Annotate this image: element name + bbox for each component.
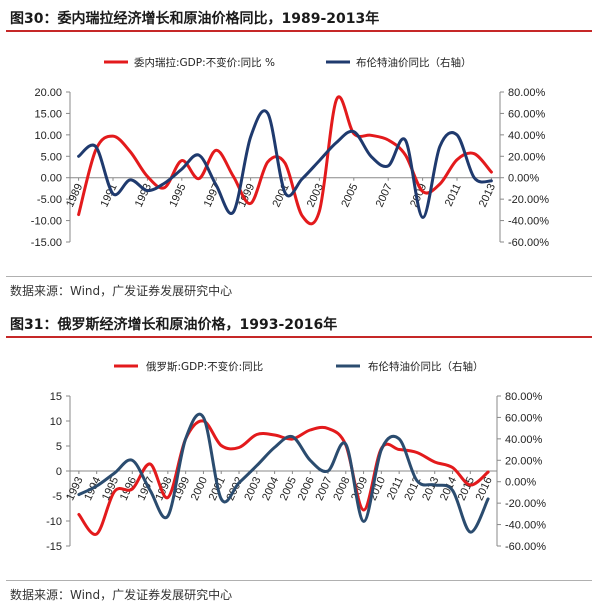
left-tick-label: -5 — [52, 491, 62, 503]
left-tick-label: 15 — [50, 391, 62, 403]
right-tick-label: -60.00% — [505, 541, 546, 553]
left-tick-label: 10 — [50, 416, 62, 428]
x-tick-label: 1993 — [133, 182, 154, 209]
right-tick-label: -40.00% — [508, 216, 549, 228]
right-tick-label: 60.00% — [505, 412, 543, 424]
left-tick-label: 20.00 — [34, 87, 62, 99]
right-tick-label: -40.00% — [505, 520, 546, 532]
legend-label-1: 俄罗斯:GDP:不变价:同比 — [146, 360, 263, 373]
x-tick-label: 2016 — [474, 475, 495, 502]
x-tick-label: 1995 — [167, 182, 188, 209]
x-tick-label: 2013 — [477, 182, 498, 209]
x-tick-label: 2005 — [339, 182, 360, 209]
legend-label-2: 布伦特油价同比（右轴） — [356, 56, 472, 69]
left-tick-label: -10 — [46, 516, 62, 528]
right-tick-label: 20.00% — [508, 151, 546, 163]
figure-31-divider — [6, 580, 592, 581]
figure-30-source: 数据来源：Wind，广发证券发展研究中心 — [10, 284, 233, 298]
figure-30-title: 图30：委内瑞拉经济增长和原油价格同比，1989-2013年 — [10, 11, 380, 27]
left-tick-label: 5.00 — [41, 151, 62, 163]
right-tick-label: 80.00% — [508, 87, 546, 99]
figure-30-title-rule — [6, 30, 592, 32]
left-tick-label: 0.00 — [41, 173, 62, 185]
x-tick-label: 2007 — [374, 182, 395, 209]
right-tick-label: -20.00% — [505, 498, 546, 510]
right-tick-label: 80.00% — [505, 391, 543, 403]
series-line-2 — [77, 109, 493, 219]
figure-31-source: 数据来源：Wind，广发证券发展研究中心 — [10, 588, 233, 602]
right-tick-label: -60.00% — [508, 237, 549, 249]
series-line-2 — [77, 412, 490, 534]
left-tick-label: -15.00 — [31, 237, 62, 249]
x-tick-label: 2011 — [443, 182, 464, 209]
legend-label-2: 布伦特油价同比（右轴） — [368, 360, 484, 373]
figure-31-title: 图31：俄罗斯经济增长和原油价格，1993-2016年 — [10, 317, 338, 333]
right-tick-label: 20.00% — [505, 455, 543, 467]
left-tick-label: -5.00 — [37, 194, 62, 206]
left-tick-label: -15 — [46, 541, 62, 553]
chart-russia: 15 10 5 0 -5 -10 -15 80.00% 60.00% 40.00% 20.00% 0.… — [46, 360, 546, 553]
left-tick-label: 15.00 — [34, 108, 62, 120]
right-tick-label: 0.00% — [505, 477, 536, 489]
right-tick-label: -20.00% — [508, 194, 549, 206]
right-tick-label: 40.00% — [508, 130, 546, 142]
right-tick-label: 60.00% — [508, 108, 546, 120]
figure-31-title-rule — [6, 336, 592, 338]
legend-label-1: 委内瑞拉:GDP:不变价:同比 % — [134, 56, 275, 69]
left-tick-label: 0 — [56, 466, 62, 478]
chart-venezuela: 20.00 15.00 10.00 5.00 0.00 -5.00 -10.00 -15.00… — [31, 56, 549, 249]
left-tick-label: -10.00 — [31, 216, 62, 228]
left-tick-label: 10.00 — [34, 130, 62, 142]
figure-30-divider — [6, 276, 592, 277]
right-tick-label: 40.00% — [505, 434, 543, 446]
series-line-1 — [77, 95, 493, 226]
left-tick-label: 5 — [56, 441, 62, 453]
right-tick-label: 0.00% — [508, 173, 539, 185]
